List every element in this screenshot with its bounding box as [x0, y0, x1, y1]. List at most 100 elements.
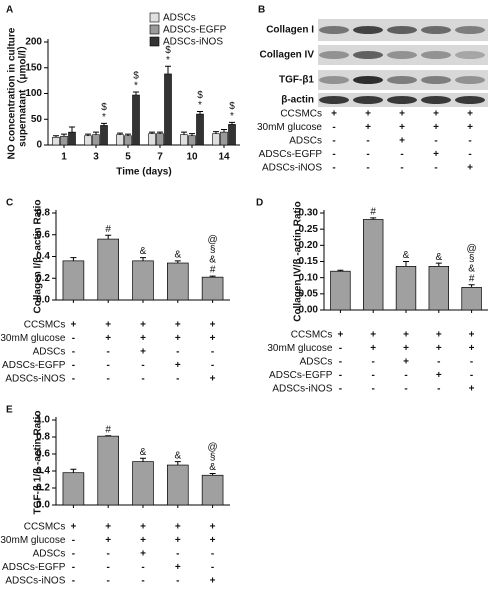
y-tick-label: 100 — [25, 88, 42, 99]
legend-swatch — [149, 12, 160, 23]
significance-mark: & — [468, 263, 475, 274]
condition-sign: - — [211, 360, 214, 371]
condition-label: ADSCs-EGFP — [2, 360, 66, 371]
y-axis-label: supernatant（μmol/l） — [16, 40, 29, 147]
y-tick-label: 0.8 — [36, 432, 50, 443]
condition-sign: - — [470, 357, 473, 368]
y-tick-label: 200 — [25, 37, 42, 48]
bar — [461, 287, 482, 311]
panel-label: C — [6, 198, 13, 209]
bar — [100, 125, 108, 146]
significance-mark: # — [105, 224, 111, 235]
band-label: TGF-β1 — [279, 75, 314, 86]
condition-sign: + — [365, 109, 371, 120]
condition-sign: - — [437, 384, 440, 395]
band-label: β-actin — [281, 95, 314, 106]
significance-mark: * — [102, 112, 106, 123]
bar — [220, 131, 228, 146]
condition-sign: - — [468, 149, 471, 160]
condition-sign: - — [404, 384, 407, 395]
condition-sign: - — [339, 384, 342, 395]
condition-sign: + — [467, 109, 473, 120]
condition-sign: - — [437, 357, 440, 368]
condition-sign: - — [404, 370, 407, 381]
condition-sign: + — [175, 360, 181, 371]
condition-sign: + — [469, 330, 475, 341]
error-bar — [117, 132, 123, 135]
condition-sign: + — [433, 149, 439, 160]
condition-sign: - — [107, 549, 110, 560]
condition-label: ADSCs-iNOS — [272, 384, 332, 395]
condition-sign: - — [107, 360, 110, 371]
condition-sign: + — [210, 522, 216, 533]
bar — [156, 133, 164, 146]
condition-sign: + — [436, 330, 442, 341]
blot-band — [455, 26, 485, 34]
blot-band — [353, 51, 383, 59]
significance-mark: § — [469, 253, 475, 264]
y-axis-label: TGF-β 1/β -actin Ratio — [33, 411, 44, 515]
blot-band — [387, 26, 417, 34]
blot-strip — [318, 70, 488, 90]
significance-mark: @ — [208, 442, 218, 453]
condition-sign: + — [403, 343, 409, 354]
significance-mark: * — [166, 55, 170, 66]
error-bar — [337, 269, 344, 272]
blot-band — [387, 51, 417, 59]
y-tick-label: 0.30 — [299, 208, 319, 219]
significance-mark: $ — [197, 90, 203, 101]
condition-sign: - — [107, 562, 110, 573]
significance-mark: * — [230, 111, 234, 122]
condition-sign: + — [467, 163, 473, 174]
error-bar — [105, 234, 112, 240]
condition-sign: + — [436, 370, 442, 381]
bar — [201, 474, 224, 506]
error-bar — [403, 261, 409, 267]
condition-sign: + — [331, 109, 337, 120]
condition-sign: - — [372, 370, 375, 381]
condition-label: 30mM glucose — [267, 343, 332, 354]
y-tick-label: 0.2 — [36, 273, 50, 284]
error-bar — [61, 133, 67, 137]
condition-sign: + — [469, 343, 475, 354]
condition-label: ADSCs-iNOS — [5, 576, 65, 587]
condition-sign: - — [339, 357, 342, 368]
significance-mark: & — [435, 252, 442, 263]
condition-sign: - — [176, 576, 179, 587]
y-tick-label: 150 — [25, 62, 42, 73]
significance-mark: $ — [101, 102, 107, 113]
bar — [330, 270, 351, 311]
bar — [132, 94, 140, 146]
condition-sign: - — [107, 576, 110, 587]
condition-label: CCSMCs — [291, 330, 333, 341]
condition-sign: - — [141, 576, 144, 587]
condition-sign: - — [72, 535, 75, 546]
blot-band — [455, 76, 485, 84]
condition-sign: - — [400, 149, 403, 160]
condition-sign: + — [140, 347, 146, 358]
condition-sign: + — [365, 122, 371, 133]
condition-sign: - — [72, 360, 75, 371]
blot-band — [319, 76, 349, 84]
error-bar — [133, 91, 139, 96]
significance-mark: & — [140, 246, 147, 257]
condition-sign: - — [332, 163, 335, 174]
condition-label: ADSCs — [33, 347, 66, 358]
blot-band — [421, 96, 451, 104]
condition-sign: - — [72, 347, 75, 358]
condition-sign: - — [434, 136, 437, 147]
condition-label: ADSCs-iNOS — [262, 163, 322, 174]
blot-band — [319, 26, 349, 34]
significance-mark: & — [209, 462, 216, 473]
y-tick-label: 0.6 — [36, 229, 50, 240]
condition-label: ADSCs-EGFP — [2, 562, 66, 573]
condition-sign: + — [70, 522, 76, 533]
condition-sign: - — [400, 163, 403, 174]
condition-sign: + — [210, 333, 216, 344]
error-bar — [53, 135, 59, 138]
bar — [188, 135, 196, 146]
significance-mark: & — [209, 255, 216, 266]
bar — [167, 262, 189, 301]
significance-mark: # — [210, 265, 216, 276]
